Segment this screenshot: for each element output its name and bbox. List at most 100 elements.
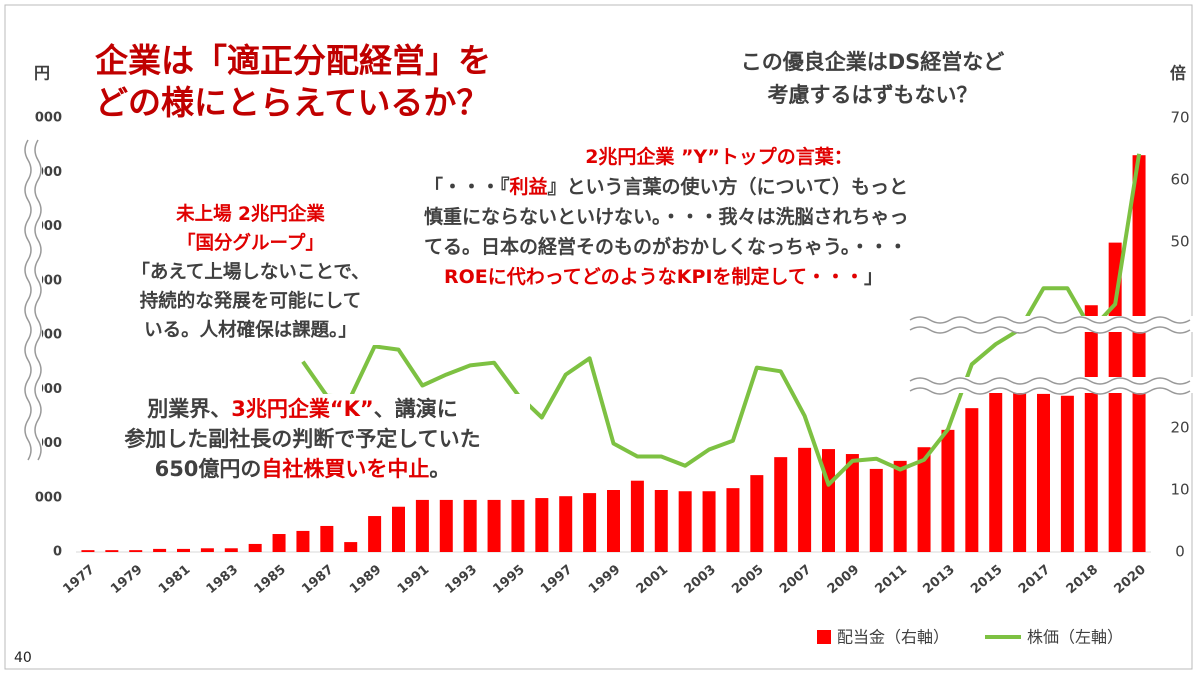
axis-break [22, 130, 42, 470]
bar [296, 530, 310, 552]
bar [1108, 242, 1122, 552]
text-line: 650億円の自社株買いを中止。 [75, 454, 530, 484]
axis-break [905, 377, 1195, 393]
x-tick-label: 2009 [825, 562, 862, 597]
text-box: 未上場 2兆円企業 「国分グループ」「あえて上場しないことで、 持続的な発展を可能に… [108, 200, 393, 345]
bar [487, 499, 501, 552]
text-segment: 利益 [509, 176, 548, 198]
bar [989, 390, 1003, 552]
axis-break-line [909, 316, 1191, 334]
x-tick-label: 1999 [586, 562, 623, 597]
text-segment: 未上場 2兆円企業 [176, 204, 325, 225]
bar [845, 454, 859, 552]
bar [630, 480, 644, 552]
bar [1037, 393, 1050, 552]
text-segment: 自社株買いを中止 [261, 457, 430, 481]
note-text: この優良企業はDS経営など 考慮するはずもない？ [700, 46, 1045, 112]
text-segment: 』という言葉の使い方（について）もっと [547, 176, 908, 198]
legend-label: 株価（左軸） [1027, 628, 1123, 647]
bar [105, 550, 119, 552]
x-tick-label: 2015 [968, 562, 1005, 597]
slide-title: 企業は「適正分配経営」を どの様にとらえているか？ [95, 40, 491, 124]
bar [439, 499, 453, 552]
bar [750, 475, 764, 552]
slide-title-line: どの様にとらえているか？ [95, 83, 490, 122]
text-line: 参加した副社長の判断で予定していた [75, 424, 530, 454]
bar [1060, 395, 1074, 552]
slide-border [4, 4, 1193, 670]
axis-break-line [24, 139, 42, 461]
legend-swatch [817, 630, 831, 644]
bar [798, 447, 812, 552]
text-line: 「国分グループ」 [108, 229, 393, 258]
bar [1013, 392, 1027, 552]
x-tick-label: 1997 [538, 562, 575, 597]
note-text-line: この優良企業はDS経営など [740, 50, 1005, 74]
text-segment: 「・・・『 [424, 176, 510, 198]
text-segment: 3兆円企業“K” [231, 397, 374, 421]
y-tick-label: 0 [53, 545, 62, 560]
bar [1132, 155, 1146, 552]
x-tick-label: 2020 [1112, 562, 1149, 597]
x-tick-label: 2013 [920, 562, 957, 597]
bar [272, 534, 286, 552]
y2-tick-label: 0 [1175, 543, 1185, 561]
x-tick-label: 1991 [395, 562, 432, 597]
bar [822, 449, 835, 552]
x-tick-label: 1985 [252, 562, 289, 597]
x-tick-label: 1981 [156, 562, 193, 597]
page-number: 40 [14, 650, 32, 666]
bar [368, 516, 382, 552]
text-box: 2兆円企業 ”Y”トップの言葉： 「・・・『利益』という言葉の使い方（について）も… [418, 142, 1020, 292]
legend-label: 配当金（右軸） [837, 628, 949, 647]
bar [869, 468, 883, 552]
bar [344, 542, 358, 552]
bar [200, 548, 214, 552]
text-line: 持続的な発展を可能にして [108, 287, 393, 316]
text-segment: 、講演に [373, 397, 458, 421]
text-line: 「あえて上場しないことで、 [108, 258, 393, 287]
x-tick-label: 1977 [60, 562, 97, 597]
x-tick-label: 1995 [490, 562, 527, 597]
bar [511, 499, 525, 552]
x-tick-label: 2003 [682, 562, 719, 597]
text-segment: 2兆円企業 ”Y”トップの言葉： [585, 146, 853, 168]
x-tick-label: 1983 [204, 562, 241, 597]
bar [320, 525, 334, 552]
x-tick-label: 1989 [347, 562, 384, 597]
text-segment: 「あえて上場しないことで、 [131, 262, 370, 283]
x-tick-label: 1987 [299, 562, 336, 597]
bar [583, 493, 597, 552]
text-segment: 650億円の [154, 457, 262, 481]
bar [129, 550, 143, 552]
bar [392, 506, 405, 552]
y2-axis-label: 倍 [1170, 64, 1186, 83]
note-text-line: 考慮するはずもない？ [767, 83, 978, 107]
bar [917, 447, 931, 552]
text-segment: 「国分グループ」 [177, 233, 324, 254]
bar [654, 490, 668, 552]
bar [535, 498, 549, 552]
text-segment: 持続的な発展を可能にして [139, 291, 362, 312]
bar [153, 548, 167, 552]
y2-tick-label: 10 [1170, 481, 1189, 499]
axis-break-line [909, 377, 1191, 395]
text-segment: てる。日本の経営そのものがおかしくなっちゃう。・・・ [424, 236, 908, 258]
bar [463, 499, 477, 552]
y-axis-label: 円 [34, 64, 50, 83]
bar [559, 496, 573, 552]
bar [1084, 305, 1098, 552]
text-line: 「・・・『利益』という言葉の使い方（について）もっと [424, 172, 1014, 202]
x-tick-label: 2001 [634, 562, 671, 597]
slide-title-line: 企業は「適正分配経営」を [95, 41, 491, 80]
bar [965, 408, 979, 552]
y2-tick-label: 70 [1170, 109, 1189, 127]
x-tick-label: 1993 [443, 562, 480, 597]
text-segment: 。 [429, 457, 451, 481]
bar [607, 490, 620, 552]
bar [177, 548, 190, 552]
bar [678, 491, 692, 552]
y-tick-label: 000 [35, 111, 62, 126]
